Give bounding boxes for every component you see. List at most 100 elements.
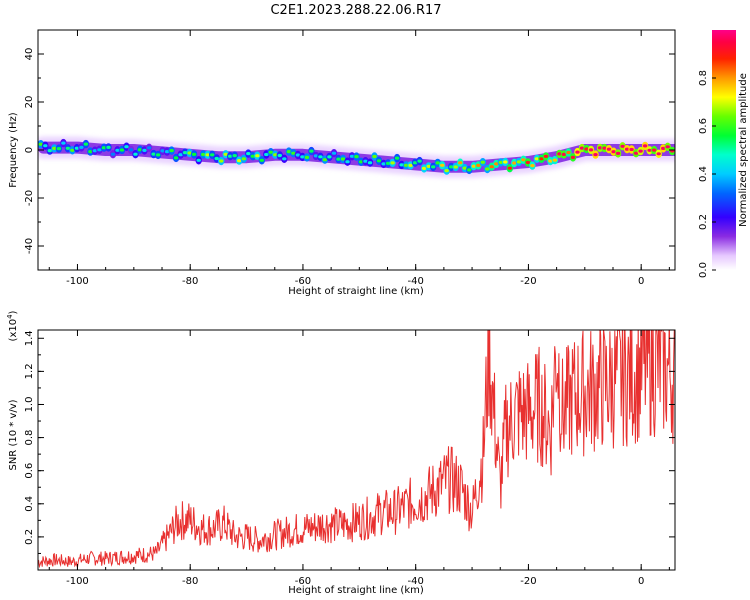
ridge-core <box>566 150 571 155</box>
ridge-core <box>399 163 404 167</box>
ridge-core <box>146 146 152 150</box>
y-tick-label: 0.8 <box>24 430 35 446</box>
ridge-core <box>273 153 278 157</box>
ridge-core <box>205 153 210 157</box>
ridge-core <box>173 156 179 160</box>
ridge-core <box>516 160 522 164</box>
ridge-core <box>651 148 657 152</box>
ridge-core <box>557 152 562 156</box>
spectrogram-plot <box>38 136 675 178</box>
ridge-core <box>259 158 264 162</box>
ridge-core <box>543 154 549 158</box>
ridge-core <box>534 157 540 161</box>
y-tick-label: 1.2 <box>24 363 35 379</box>
ridge-core <box>579 146 585 150</box>
ridge-core <box>65 146 71 150</box>
ridge-core <box>444 169 449 173</box>
ridge-core <box>476 163 481 167</box>
colorbar-gradient <box>712 30 736 270</box>
ridge-core <box>656 152 661 156</box>
spectrogram-ylabel: Frequency (Hz) <box>8 112 19 188</box>
ridge-core <box>196 158 201 162</box>
ridge-core <box>372 154 377 159</box>
ridge-core <box>115 148 120 152</box>
ridge-core <box>83 142 89 146</box>
ridge-core <box>322 158 328 162</box>
ridge-core <box>548 159 553 163</box>
ridge-core <box>629 147 634 152</box>
colorbar-tick-label: 0.8 <box>698 70 709 86</box>
ridge-core <box>462 166 467 170</box>
ridge-core <box>79 145 84 149</box>
ridge-core <box>485 167 490 171</box>
ridge-core <box>588 148 594 152</box>
ridge-core <box>611 150 616 154</box>
snr-plot <box>38 330 675 569</box>
y-tick-label: 1.4 <box>24 330 35 346</box>
ridge-core <box>223 152 228 156</box>
ridge-core <box>584 147 589 151</box>
ridge-core <box>394 156 400 160</box>
x-tick-label: -40 <box>408 276 424 287</box>
x-tick-label: -80 <box>182 276 198 287</box>
snr-yscale-exponent: 4 <box>6 314 14 319</box>
ridge-core <box>178 153 183 157</box>
ridge-core <box>142 148 147 152</box>
ridge-core <box>137 148 143 152</box>
ridge-core <box>318 155 323 159</box>
ridge-core <box>453 165 458 169</box>
x-tick-label: 0 <box>638 576 644 587</box>
ridge-core <box>43 144 48 148</box>
ridge-core <box>268 150 273 154</box>
ridge-core <box>110 152 116 156</box>
colorbar-tick-label: 0.0 <box>698 262 709 278</box>
ridge-core <box>345 160 350 164</box>
ridge-core <box>354 155 359 159</box>
ridge-core <box>56 147 62 151</box>
x-tick-label: -40 <box>408 576 424 587</box>
ridge-core <box>349 154 355 158</box>
ridge-core <box>133 152 138 156</box>
ridge-core <box>525 160 531 165</box>
ridge-core <box>480 160 485 164</box>
snr-yscale-prefix: (x10 <box>8 319 19 342</box>
ridge-core <box>295 153 301 157</box>
ridge-core <box>70 148 75 152</box>
ridge-core <box>38 142 43 146</box>
ridge-core <box>286 150 292 154</box>
ridge-core <box>201 152 206 157</box>
ridge-core <box>210 153 215 157</box>
ridge-core <box>232 154 237 158</box>
ridge-core <box>390 161 395 165</box>
ridge-core <box>367 161 373 165</box>
ridge-core <box>575 150 580 154</box>
ridge-core <box>597 146 603 150</box>
ridge-core <box>620 144 625 148</box>
ridge-core <box>160 149 165 153</box>
ridge-core <box>638 149 643 153</box>
ridge-core <box>503 160 508 164</box>
ridge-core <box>408 163 413 167</box>
x-tick-label: -100 <box>66 576 89 587</box>
ridge-core <box>385 161 391 165</box>
ridge-core <box>340 157 346 161</box>
figure-title: C2E1.2023.288.22.06.R17 <box>270 3 441 18</box>
spectrogram-panel: -100 -80 -60 -40 -20 0 -40 -20 0 20 40 Height of s… <box>8 29 676 297</box>
ridge-core <box>633 151 639 155</box>
ridge-core <box>498 160 503 164</box>
ridge-core <box>309 149 314 153</box>
ridge-core <box>507 166 512 170</box>
ridge-core <box>187 151 192 155</box>
ridge-core <box>512 161 517 165</box>
ridge-core <box>241 157 246 161</box>
y-tick-label: -20 <box>24 190 35 206</box>
colorbar-label: Normalized spectral amplitude <box>738 73 749 227</box>
ridge-core <box>561 152 567 156</box>
ridge-core <box>431 165 436 169</box>
ridge-core <box>593 153 598 157</box>
spectrogram-xlabel: Height of straight line (km) <box>288 286 424 297</box>
colorbar: 0.0 0.2 0.4 0.6 0.8 Normalized spectral ampl… <box>698 30 749 278</box>
ridge-core <box>471 164 476 168</box>
y-tick-label: 0.6 <box>24 463 35 479</box>
